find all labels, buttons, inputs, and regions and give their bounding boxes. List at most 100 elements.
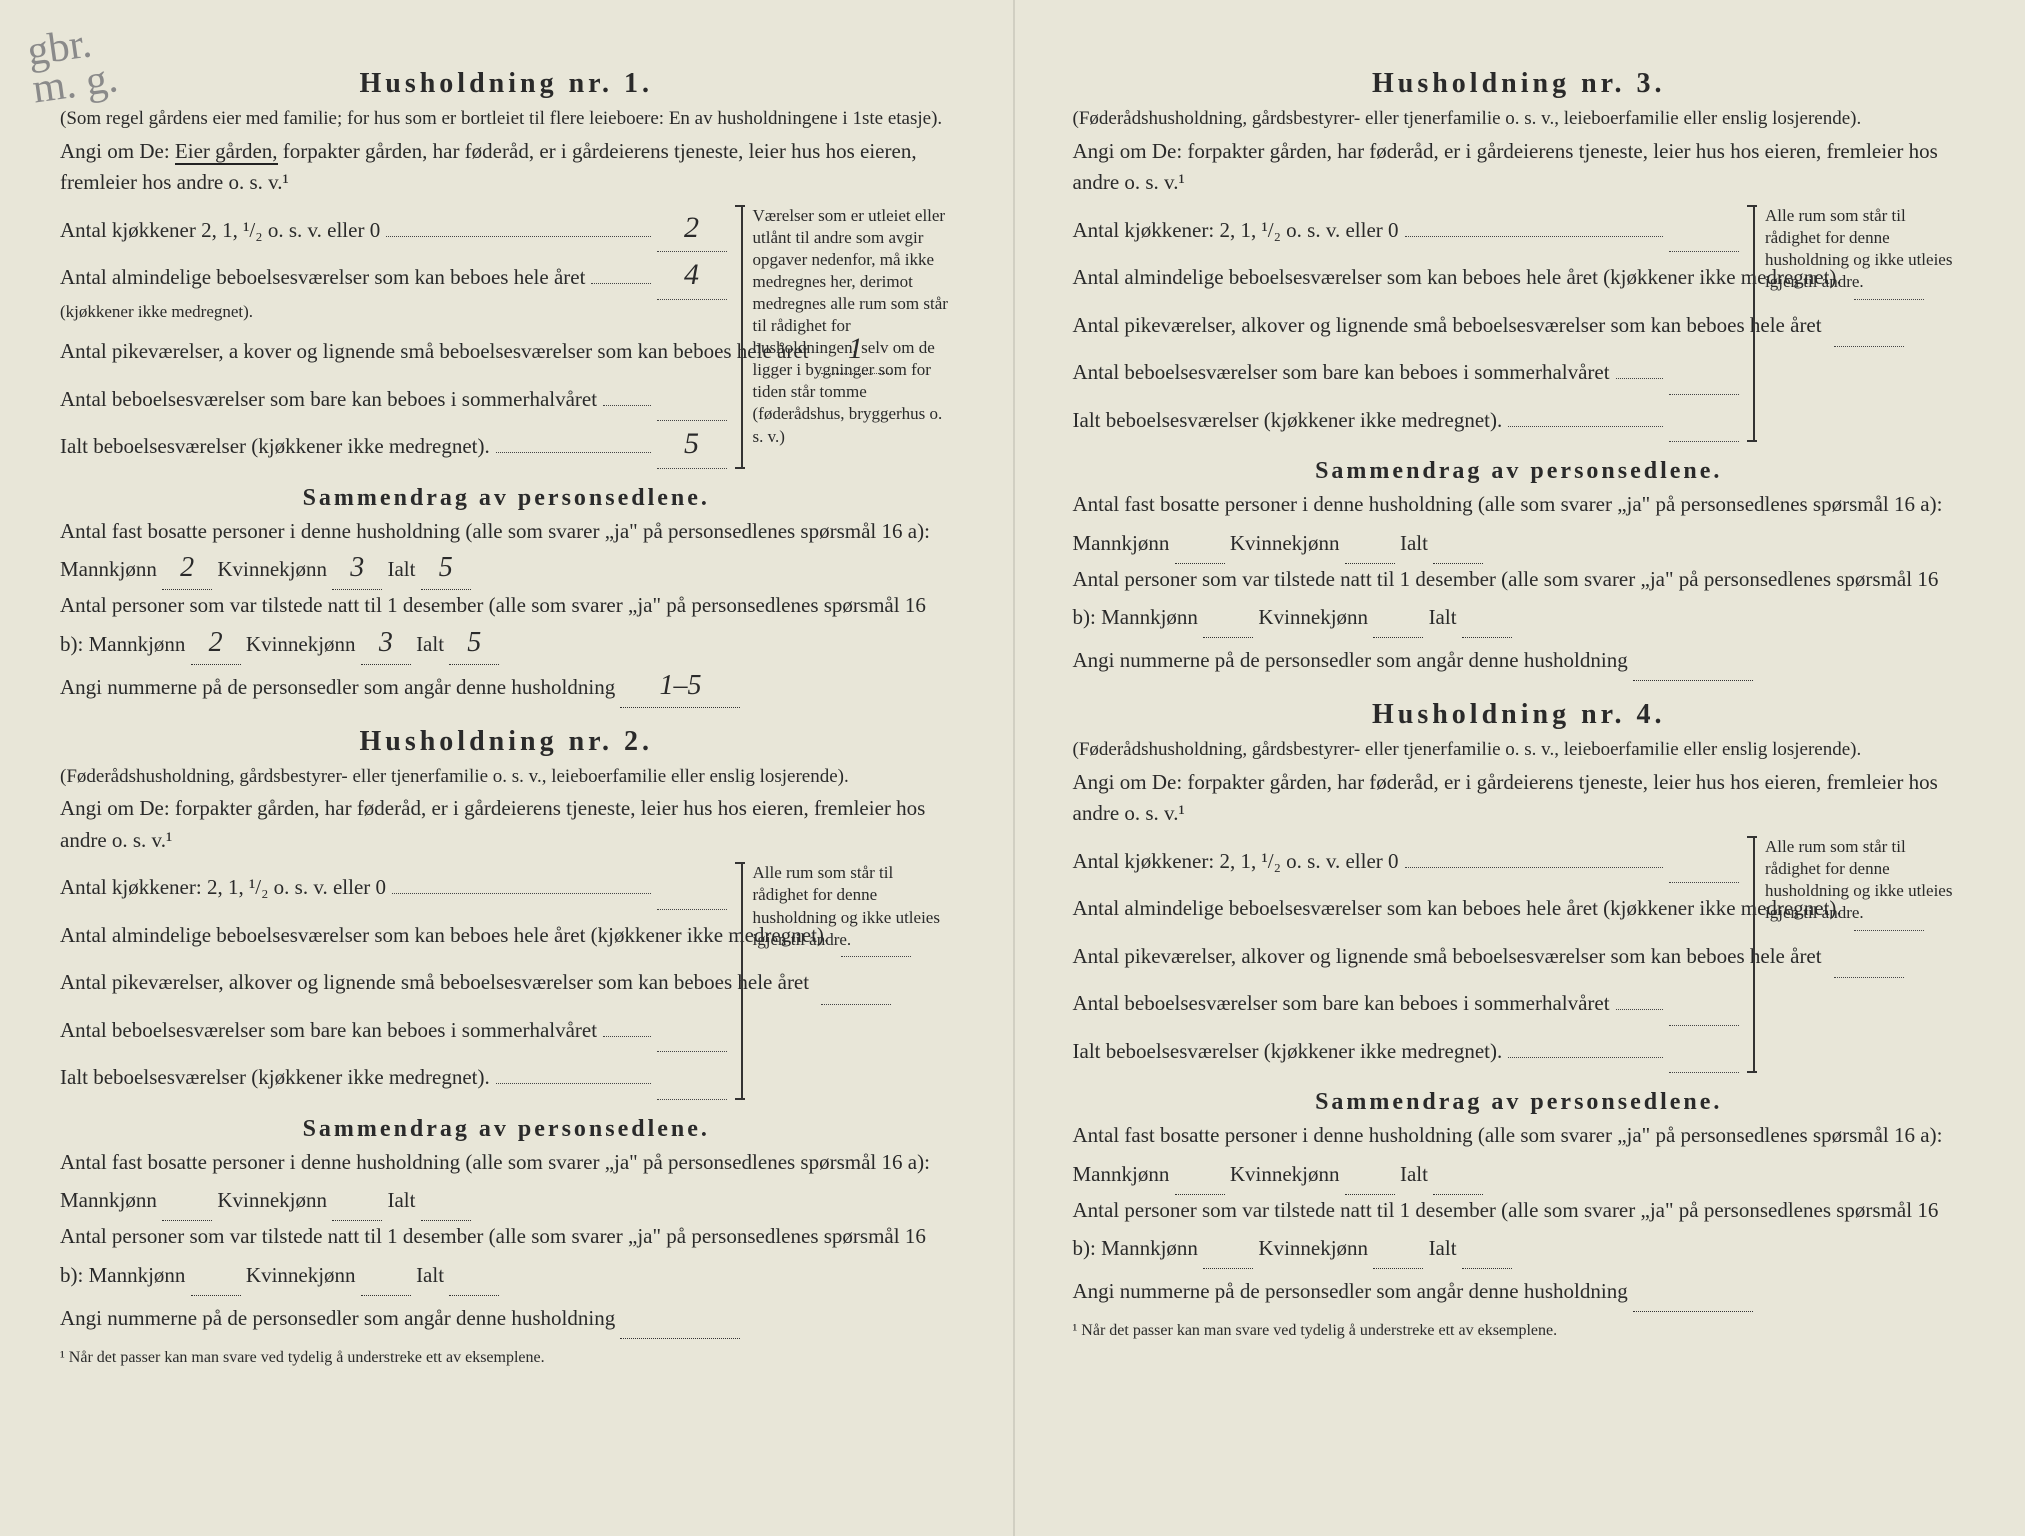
summary-b: Antal personer som var tilstede natt til… — [1073, 564, 1966, 639]
fields-block: Antal kjøkkener: 2, 1, ¹/₂ o. s. v. elle… — [60, 862, 953, 1100]
val-b-ialt — [449, 1253, 499, 1296]
household-title: Husholdning nr. 1. — [60, 68, 953, 100]
field-row: Antal pikeværelser, alkover og lignende … — [1073, 300, 1740, 348]
summary-b: Antal personer som var tilstede natt til… — [60, 1221, 953, 1296]
val-b-kv — [361, 1253, 411, 1296]
val-b-ialt — [1462, 1226, 1512, 1269]
field-label: Antal beboelsesværelser som bare kan beb… — [1073, 987, 1610, 1020]
val-b-mk: 2 — [191, 622, 241, 665]
fields-block: Antal kjøkkener: 2, 1, ¹/₂ o. s. v. elle… — [1073, 205, 1966, 443]
fields-block: Antal kjøkkener 2, 1, ¹/₂ o. s. v. eller… — [60, 205, 953, 469]
field-row: Ialt beboelsesværelser (kjøkkener ikke m… — [60, 1052, 727, 1100]
summary-title: Sammendrag av personsedlene. — [60, 485, 953, 512]
right-leaf: Husholdning nr. 3. (Føderådshusholdning,… — [1013, 0, 2025, 1536]
val-nummer — [1633, 638, 1753, 681]
fields-block: Antal kjøkkener: 2, 1, ¹/₂ o. s. v. elle… — [1073, 836, 1966, 1074]
field-row: Ialt beboelsesværelser (kjøkkener ikke m… — [1073, 395, 1740, 443]
summary-body: Antal fast bosatte personer i denne hush… — [1073, 1120, 1966, 1312]
document-spread: gbr. m. g. Husholdning nr. 1. (Som regel… — [0, 0, 2025, 1536]
field-label: Antal beboelsesværelser som bare kan beb… — [60, 383, 597, 416]
field-row: Antal almindelige beboelsesværelser som … — [1073, 252, 1740, 300]
underlined-choice: Eier gården, — [175, 139, 278, 165]
field-row: Antal almindelige beboelsesværelser som … — [1073, 883, 1740, 931]
summary-a: Antal fast bosatte personer i denne hush… — [60, 1147, 953, 1222]
val-nummer — [620, 1296, 740, 1339]
field-row: Antal pikeværelser, a kover og lignende … — [60, 326, 727, 374]
val-a-mk — [1175, 521, 1225, 564]
household-section: Husholdning nr. 2. (Føderådshusholdning,… — [60, 726, 953, 1339]
val-nummer: 1–5 — [620, 665, 740, 708]
val-a-kv: 3 — [332, 547, 382, 590]
field-label: Antal kjøkkener: 2, 1, ¹/₂ o. s. v. elle… — [1073, 214, 1399, 247]
field-label: Antal beboelsesværelser som bare kan beb… — [60, 1014, 597, 1047]
val-b-kv — [1373, 595, 1423, 638]
val-b-ialt — [1462, 595, 1512, 638]
val-a-ialt — [1433, 521, 1483, 564]
summary-b: Antal personer som var tilstede natt til… — [60, 590, 953, 665]
field-value — [1669, 347, 1739, 395]
nummer-line: Angi nummerne på de personsedler som ang… — [60, 665, 953, 708]
summary-title: Sammendrag av personsedlene. — [1073, 458, 1966, 485]
field-value: 2 — [657, 205, 727, 253]
field-value — [1669, 205, 1739, 253]
household-subtitle: (Føderådshusholdning, gårdsbestyrer- ell… — [60, 764, 953, 790]
dotted-leader — [1616, 358, 1663, 379]
nummer-line: Angi nummerne på de personsedler som ang… — [1073, 638, 1966, 681]
field-value — [657, 1052, 727, 1100]
field-value — [1669, 395, 1739, 443]
fields-list: Antal kjøkkener: 2, 1, ¹/₂ o. s. v. elle… — [1073, 205, 1740, 443]
field-row: Antal almindelige beboelsesværelser som … — [60, 910, 727, 958]
brace-note: Alle rum som står til rådighet for denne… — [1753, 836, 1965, 1074]
household-section: Husholdning nr. 4. (Føderådshusholdning,… — [1073, 699, 1966, 1312]
dotted-leader — [603, 1016, 650, 1037]
field-label: Antal pikeværelser, alkover og lignende … — [1073, 309, 1822, 342]
field-value — [657, 862, 727, 910]
summary-body: Antal fast bosatte personer i denne hush… — [1073, 489, 1966, 681]
field-row: Antal pikeværelser, alkover og lignende … — [60, 957, 727, 1005]
household-subtitle: (Som regel gårdens eier med familie; for… — [60, 106, 953, 132]
field-label: Antal beboelsesværelser som bare kan beb… — [1073, 356, 1610, 389]
field-row: Antal beboelsesværelser som bare kan beb… — [60, 1005, 727, 1053]
nummer-line: Angi nummerne på de personsedler som ang… — [60, 1296, 953, 1339]
val-a-ialt — [1433, 1152, 1483, 1195]
dotted-leader — [386, 216, 650, 237]
household-title: Husholdning nr. 3. — [1073, 68, 1966, 100]
dotted-leader — [591, 263, 650, 284]
summary-b: Antal personer som var tilstede natt til… — [1073, 1195, 1966, 1270]
field-value — [657, 1005, 727, 1053]
val-a-kv — [1345, 1152, 1395, 1195]
val-a-mk — [162, 1178, 212, 1221]
val-b-mk — [1203, 1226, 1253, 1269]
household-title: Husholdning nr. 2. — [60, 726, 953, 758]
field-label: Antal almindelige beboelsesværelser som … — [1073, 892, 1842, 925]
brace-note: Alle rum som står til rådighet for denne… — [741, 862, 953, 1100]
field-row: Antal beboelsesværelser som bare kan beb… — [1073, 978, 1740, 1026]
summary-title: Sammendrag av personsedlene. — [1073, 1089, 1966, 1116]
val-a-kv — [332, 1178, 382, 1221]
nummer-line: Angi nummerne på de personsedler som ang… — [1073, 1269, 1966, 1312]
field-label: Ialt beboelsesværelser (kjøkkener ikke m… — [1073, 1035, 1503, 1068]
field-value: 4 — [657, 252, 727, 300]
summary-a: Antal fast bosatte personer i denne hush… — [1073, 489, 1966, 564]
field-value — [1669, 1026, 1739, 1074]
field-label: Antal kjøkkener: 2, 1, ¹/₂ o. s. v. elle… — [1073, 845, 1399, 878]
angi-line: Angi om De: forpakter gården, har føderå… — [1073, 767, 1966, 830]
household-subtitle: (Føderådshusholdning, gårdsbestyrer- ell… — [1073, 737, 1966, 763]
val-a-ialt: 5 — [421, 547, 471, 590]
field-label: Antal kjøkkener 2, 1, ¹/₂ o. s. v. eller… — [60, 214, 380, 247]
summary-a: Antal fast bosatte personer i denne hush… — [60, 516, 953, 591]
field-value — [1669, 836, 1739, 884]
field-label: Ialt beboelsesværelser (kjøkkener ikke m… — [1073, 404, 1503, 437]
dotted-leader — [1405, 847, 1663, 868]
val-a-mk: 2 — [162, 547, 212, 590]
dotted-leader — [496, 1063, 651, 1084]
footnote: ¹ Når det passer kan man svare ved tydel… — [60, 1349, 953, 1367]
angi-line: Angi om De: forpakter gården, har føderå… — [1073, 136, 1966, 199]
val-b-mk — [1203, 595, 1253, 638]
dotted-leader — [1616, 989, 1663, 1010]
field-row: Antal kjøkkener 2, 1, ¹/₂ o. s. v. eller… — [60, 205, 727, 253]
field-row: Antal almindelige beboelsesværelser som … — [60, 252, 727, 326]
field-label: Antal kjøkkener: 2, 1, ¹/₂ o. s. v. elle… — [60, 871, 386, 904]
fields-list: Antal kjøkkener: 2, 1, ¹/₂ o. s. v. elle… — [60, 862, 727, 1100]
val-a-kv — [1345, 521, 1395, 564]
